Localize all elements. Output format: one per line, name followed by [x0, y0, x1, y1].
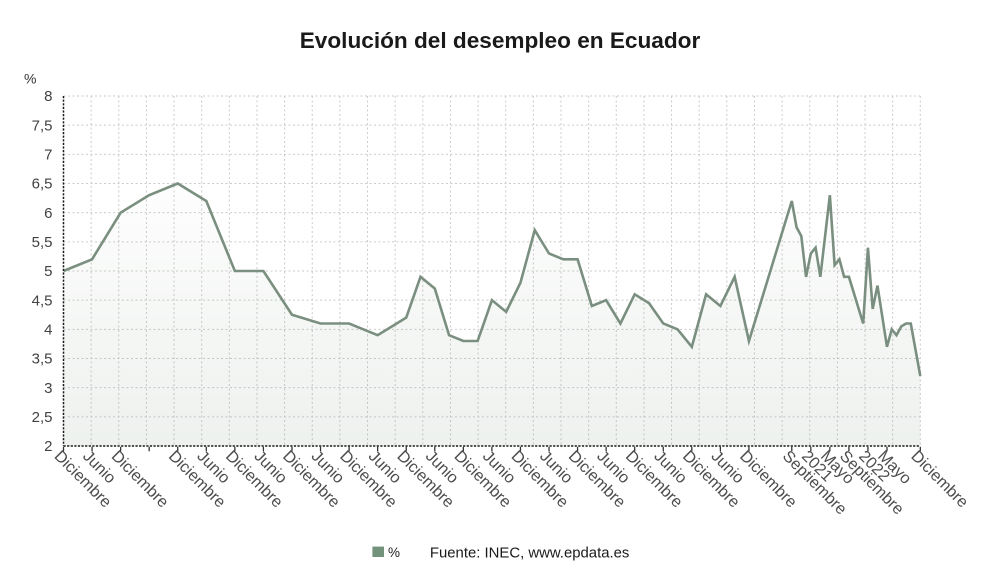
svg-text:Evolución del desempleo en Ecu: Evolución del desempleo en Ecuador	[300, 28, 701, 53]
svg-text:%: %	[388, 545, 400, 560]
svg-text:6,5: 6,5	[32, 176, 53, 193]
svg-text:8: 8	[44, 88, 52, 105]
svg-text:2,5: 2,5	[32, 409, 53, 426]
svg-text:7,5: 7,5	[32, 117, 53, 134]
svg-text:5,5: 5,5	[32, 234, 53, 251]
svg-text:2: 2	[44, 438, 52, 455]
svg-text:6: 6	[44, 205, 52, 222]
svg-text:4: 4	[44, 322, 52, 339]
svg-text:Fuente: INEC, www.epdata.es: Fuente: INEC, www.epdata.es	[430, 545, 629, 561]
svg-text:4,5: 4,5	[32, 292, 53, 309]
svg-text:5: 5	[44, 263, 52, 280]
svg-text:7: 7	[44, 147, 52, 164]
svg-text:3,5: 3,5	[32, 351, 53, 368]
svg-text:3: 3	[44, 380, 52, 397]
svg-text:%: %	[24, 71, 36, 87]
